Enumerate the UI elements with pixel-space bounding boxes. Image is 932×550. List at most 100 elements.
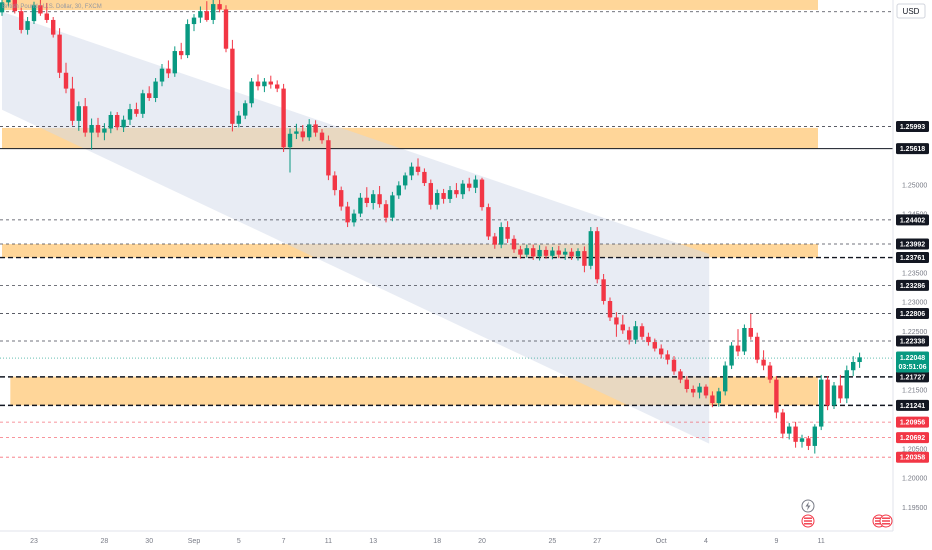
candle-body — [409, 166, 414, 176]
price-tag-text: 1.23992 — [900, 241, 925, 248]
candle — [409, 162, 414, 181]
candle — [524, 244, 529, 258]
candle — [537, 245, 542, 261]
price-tag-bg — [896, 279, 929, 291]
candle-body — [723, 365, 728, 392]
date-tick-label: 28 — [101, 538, 109, 545]
us-flag-event-icon-3[interactable] — [879, 514, 893, 528]
candle-body — [620, 324, 625, 331]
price-tag-bg — [896, 399, 929, 411]
candle-body — [31, 5, 37, 22]
candle — [665, 350, 670, 365]
price-tag-text: 1.20956 — [900, 420, 925, 427]
candle — [806, 435, 811, 451]
candle-body — [332, 175, 337, 191]
date-tick-label: Sep — [188, 538, 201, 545]
candle-body — [486, 207, 491, 237]
candle — [345, 201, 350, 228]
candle — [300, 124, 305, 142]
candle — [351, 209, 357, 227]
candle — [601, 274, 606, 305]
candle-body — [716, 391, 721, 404]
candle-body — [390, 195, 395, 218]
candle-body — [575, 251, 581, 257]
candle-body — [243, 103, 248, 116]
candle-body — [838, 385, 843, 399]
candle — [518, 245, 523, 259]
candle — [25, 17, 30, 35]
candle — [467, 177, 472, 192]
candle-body — [76, 106, 81, 121]
candle-body — [25, 21, 30, 30]
candle-body — [531, 248, 536, 257]
candle-body — [102, 128, 107, 133]
candle — [460, 180, 465, 199]
price-tag: 1.23761 — [896, 252, 929, 264]
candle-body — [294, 131, 299, 134]
candle-body — [441, 193, 446, 199]
price-tag-text: 1.20692 — [900, 435, 925, 442]
candle-body — [799, 438, 805, 442]
candle — [787, 423, 792, 440]
candle-body — [627, 330, 632, 340]
us-flag-event-icon[interactable] — [801, 514, 815, 528]
candle — [595, 227, 600, 284]
candle — [742, 324, 747, 355]
candle-body — [262, 81, 267, 87]
candle-body — [774, 379, 779, 413]
price-tag-bg — [896, 451, 929, 463]
bolt-icon[interactable] — [801, 499, 815, 513]
candle-body — [403, 175, 408, 186]
candle — [838, 374, 843, 404]
candle — [652, 338, 657, 352]
candle-body — [537, 249, 542, 257]
candles-layer — [0, 0, 862, 454]
price-tick-label: 1.19500 — [902, 505, 927, 512]
candle — [38, 0, 43, 16]
candle-body — [729, 345, 734, 366]
candle-body — [812, 426, 817, 446]
candle — [262, 78, 267, 93]
candle-body — [300, 131, 305, 138]
candle-body — [230, 48, 235, 124]
time-axis-background[interactable] — [0, 531, 893, 550]
candle-body — [787, 426, 792, 434]
candle-body — [844, 370, 849, 399]
candle — [774, 376, 779, 419]
price-tag: 1.21727 — [896, 371, 929, 383]
candle — [339, 186, 344, 211]
candle-body — [127, 109, 133, 120]
candle-body — [582, 251, 587, 266]
candle-body — [204, 11, 209, 20]
candle-body — [134, 109, 139, 114]
candle-body — [703, 386, 709, 396]
channel-layer — [2, 11, 710, 444]
candle — [415, 158, 421, 176]
candle — [454, 183, 459, 198]
candle — [588, 227, 593, 270]
candle — [63, 62, 69, 94]
date-tick-label: 9 — [774, 538, 778, 545]
candle-body — [12, 0, 17, 12]
candle — [332, 171, 337, 196]
currency-button[interactable] — [896, 3, 926, 19]
candle-body — [851, 362, 856, 371]
price-tag-text: 1.24402 — [900, 217, 925, 224]
candle-body — [831, 385, 837, 406]
candle-body — [646, 336, 651, 343]
candle — [319, 129, 325, 144]
candle-body — [505, 227, 510, 239]
price-tick-label: 1.21500 — [902, 388, 927, 395]
candle-body — [710, 395, 715, 404]
candle — [831, 381, 837, 409]
candle-body — [396, 185, 401, 196]
extras-layer: British Pound / U.S. Dollar, 30, FXCM US… — [2, 3, 926, 528]
candle — [563, 248, 568, 260]
candle-body — [447, 190, 453, 199]
candle — [383, 200, 389, 223]
candle-body — [108, 115, 113, 129]
candle — [780, 408, 785, 439]
price-tag: 1.24402 — [896, 214, 929, 226]
candle — [191, 14, 197, 32]
